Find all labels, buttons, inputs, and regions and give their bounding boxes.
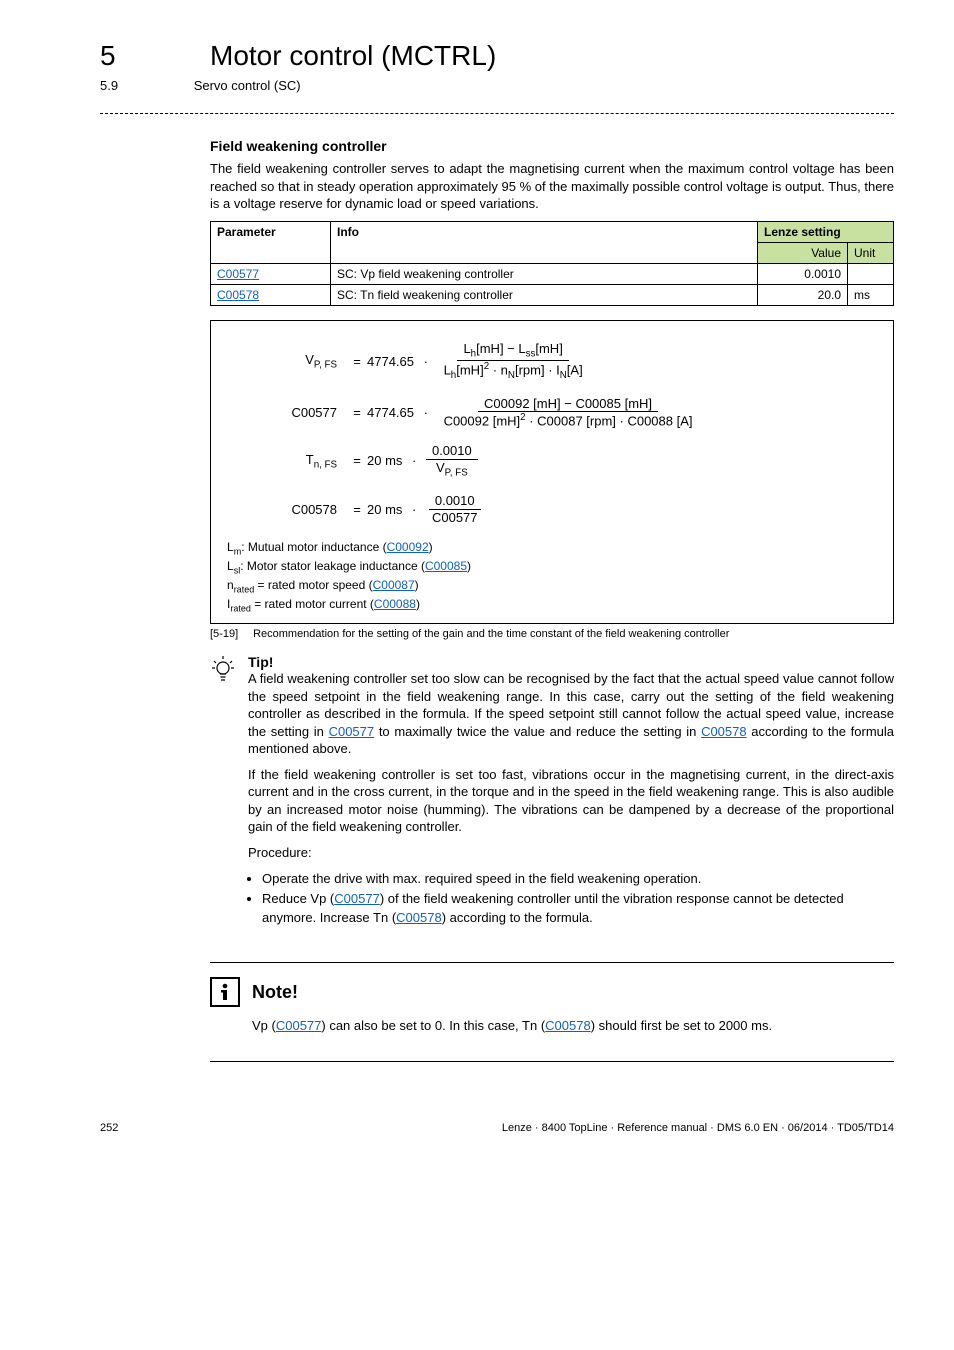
th-unit: Unit	[848, 242, 894, 263]
note-text: Vp (C00577) can also be set to 0. In thi…	[252, 1017, 894, 1035]
tip-para-3: Procedure:	[248, 844, 894, 862]
page-number: 252	[100, 1122, 118, 1134]
tip-link[interactable]: C00578	[396, 910, 442, 925]
legend-link[interactable]: C00088	[374, 597, 416, 611]
eq-dot: ·	[408, 502, 420, 517]
param-code-link[interactable]: C00578	[217, 288, 259, 302]
eq-coef: 4774.65	[367, 354, 414, 369]
footer-text: Lenze · 8400 TopLine · Reference manual …	[502, 1122, 894, 1134]
note-box: Note! Vp (C00577) can also be set to 0. …	[210, 962, 894, 1062]
table-row: C00577 SC: Vp field weakening controller…	[211, 263, 894, 284]
note-link[interactable]: C00578	[545, 1018, 591, 1033]
chapter-number: 5	[100, 40, 116, 72]
section-number: 5.9	[100, 78, 118, 93]
equation-vp: VP, FS = 4774.65 · Lh[mH] − Lss[mH] Lh[m…	[227, 341, 877, 382]
eq-num: 0.0010	[426, 443, 478, 460]
parameter-table: Parameter Info Lenze setting Value Unit …	[210, 221, 894, 306]
param-unit: ms	[848, 284, 894, 305]
tip-bullets: Operate the drive with max. required spe…	[262, 870, 894, 929]
lightbulb-icon	[210, 654, 238, 942]
section-line: 5.9 Servo control (SC)	[100, 78, 894, 93]
eq-coef: 4774.65	[367, 405, 414, 420]
equation-c00577: C00577 = 4774.65 · C00092 [mH] − C00085 …	[227, 396, 877, 430]
equation-tn: Tn, FS = 20 ms · 0.0010 VP, FS	[227, 443, 877, 479]
note-label: Note!	[252, 982, 298, 1003]
eq-lhs: T	[306, 452, 314, 467]
th-value: Value	[758, 242, 848, 263]
eq-equals: =	[347, 502, 367, 517]
tip-link[interactable]: C00577	[329, 724, 375, 739]
eq-equals: =	[347, 405, 367, 420]
caption-number: [5-19]	[210, 628, 250, 640]
page-footer: 252 Lenze · 8400 TopLine · Reference man…	[100, 1122, 894, 1134]
eq-equals: =	[347, 453, 367, 468]
eq-num: 0.0010	[429, 493, 481, 510]
eq-den: C00577	[426, 510, 484, 526]
fw-heading: Field weakening controller	[210, 138, 894, 154]
eq-lhs: C00577	[227, 405, 347, 420]
formula-legend: Lm: Mutual motor inductance (C00092) Lsl…	[227, 539, 877, 615]
eq-coef: 20 ms	[367, 502, 402, 517]
info-icon	[210, 977, 240, 1007]
param-info: SC: Vp field weakening controller	[331, 263, 758, 284]
separator-dashes	[100, 113, 894, 114]
equation-c00578: C00578 = 20 ms · 0.0010 C00577	[227, 493, 877, 525]
th-info: Info	[331, 221, 758, 263]
th-lenze: Lenze setting	[758, 221, 894, 242]
legend-link[interactable]: C00092	[387, 540, 429, 554]
eq-den: VP, FS	[430, 460, 474, 479]
eq-lhs-sub: n, FS	[314, 459, 337, 470]
section-title: Servo control (SC)	[194, 78, 301, 93]
table-row: C00578 SC: Tn field weakening controller…	[211, 284, 894, 305]
param-code-link[interactable]: C00577	[217, 267, 259, 281]
eq-dot: ·	[408, 453, 420, 468]
tip-block: Tip! A field weakening controller set to…	[210, 654, 894, 942]
tip-label: Tip!	[248, 654, 894, 670]
eq-num: Lh[mH] − Lss[mH]	[457, 341, 568, 361]
tip-para-2: If the field weakening controller is set…	[248, 766, 894, 836]
caption-text: Recommendation for the setting of the ga…	[253, 628, 729, 640]
eq-dot: ·	[420, 405, 432, 420]
param-value: 0.0010	[758, 263, 848, 284]
note-link[interactable]: C00577	[276, 1018, 322, 1033]
list-item: Operate the drive with max. required spe…	[262, 870, 894, 889]
tip-link[interactable]: C00578	[701, 724, 747, 739]
eq-num: C00092 [mH] − C00085 [mH]	[478, 396, 658, 413]
eq-den: Lh[mH]2 · nN[rpm] · IN[A]	[438, 361, 589, 382]
eq-equals: =	[347, 354, 367, 369]
param-unit	[848, 263, 894, 284]
eq-den: C00092 [mH]2 · C00087 [rpm] · C00088 [A]	[438, 412, 699, 429]
formula-box: VP, FS = 4774.65 · Lh[mH] − Lss[mH] Lh[m…	[210, 320, 894, 624]
legend-link[interactable]: C00085	[425, 559, 467, 573]
fw-intro: The field weakening controller serves to…	[210, 160, 894, 213]
param-value: 20.0	[758, 284, 848, 305]
legend-link[interactable]: C00087	[373, 578, 415, 592]
eq-dot: ·	[420, 354, 432, 369]
list-item: Reduce Vp (C00577) of the field weakenin…	[262, 890, 894, 928]
param-info: SC: Tn field weakening controller	[331, 284, 758, 305]
figure-caption: [5-19] Recommendation for the setting of…	[210, 628, 894, 640]
tip-para-1: A field weakening controller set too slo…	[248, 670, 894, 758]
eq-lhs: V	[305, 352, 314, 367]
eq-coef: 20 ms	[367, 453, 402, 468]
th-parameter: Parameter	[211, 221, 331, 263]
eq-lhs-sub: P, FS	[314, 359, 337, 370]
eq-lhs: C00578	[227, 502, 347, 517]
tip-link[interactable]: C00577	[334, 891, 380, 906]
chapter-title: Motor control (MCTRL)	[210, 40, 894, 72]
